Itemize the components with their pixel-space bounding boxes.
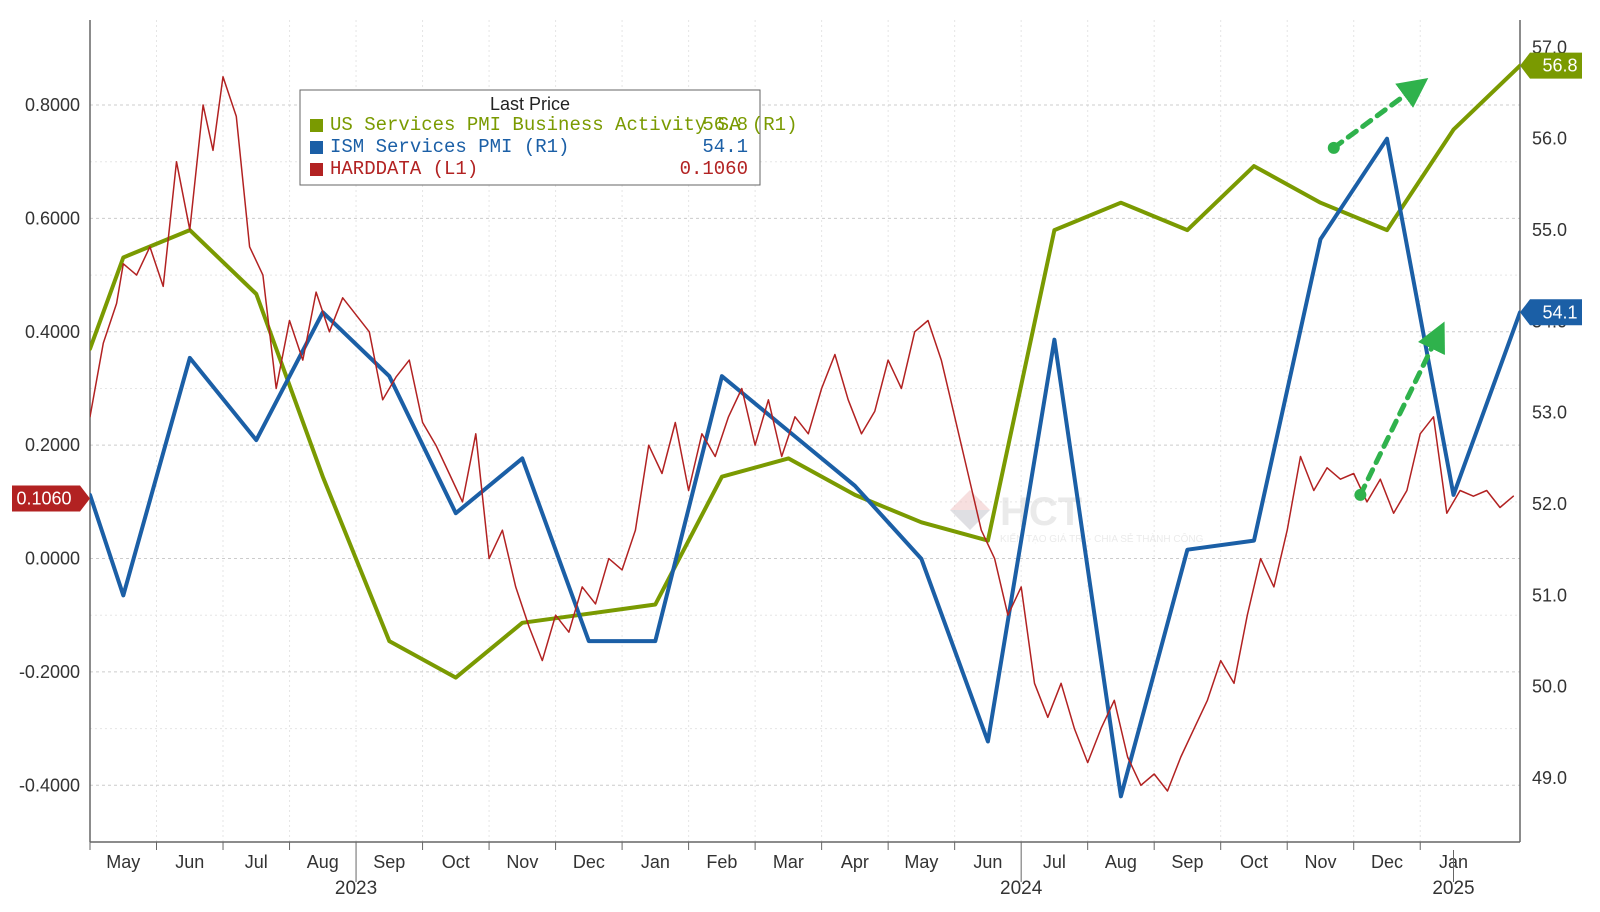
y-right-tick-label: 53.0 (1532, 403, 1567, 423)
x-tick-label: Jul (245, 852, 268, 872)
y-right-tick-label: 55.0 (1532, 220, 1567, 240)
x-tick-label: Oct (442, 852, 470, 872)
legend-marker (310, 119, 323, 132)
legend: Last PriceUS Services PMI Business Activ… (300, 90, 797, 185)
legend-value: 56.8 (702, 114, 748, 136)
y-right-tick-label: 49.0 (1532, 768, 1567, 788)
y-left-tick-label: -0.2000 (19, 662, 80, 682)
pmi-chart: May Jun Jul Aug Sep Oct Nov Dec Jan Feb Mar Apr May J… (0, 0, 1600, 912)
legend-value: 54.1 (702, 136, 748, 158)
y-right-tick-label: 50.0 (1532, 677, 1567, 697)
x-tick-label: Sep (1171, 852, 1203, 872)
x-tick-label: May (904, 852, 938, 872)
x-tick-label: Dec (573, 852, 605, 872)
x-year-label: 2025 (1432, 878, 1474, 899)
y-right-tick-label: 51.0 (1532, 585, 1567, 605)
x-tick-label: Nov (506, 852, 538, 872)
x-tick-label: Aug (307, 852, 339, 872)
x-tick-label: Sep (373, 852, 405, 872)
legend-label: ISM Services PMI (R1) (330, 136, 569, 158)
y-left-tick-label: 0.0000 (25, 549, 80, 569)
legend-marker (310, 163, 323, 176)
x-year-label: 2023 (335, 878, 377, 899)
svg-text:KIẾN TẠO GIÁ TRỊ - CHIA SẺ THÀ: KIẾN TẠO GIÁ TRỊ - CHIA SẺ THÀNH CÔNG (1000, 532, 1204, 545)
svg-text:HCT: HCT (1000, 490, 1082, 534)
legend-value: 0.1060 (680, 158, 748, 180)
y-right-tick-label: 56.0 (1532, 129, 1567, 149)
x-tick-label: Oct (1240, 852, 1268, 872)
value-badge-text: 56.8 (1542, 56, 1577, 76)
value-badge-text: 54.1 (1542, 302, 1577, 322)
y-left-tick-label: 0.6000 (25, 208, 80, 228)
x-tick-label: Jun (973, 852, 1002, 872)
x-tick-label: Apr (841, 852, 869, 872)
x-tick-label: Aug (1105, 852, 1137, 872)
x-tick-label: Jul (1043, 852, 1066, 872)
value-badge-text: 0.1060 (16, 488, 71, 508)
x-tick-label: Nov (1304, 852, 1336, 872)
legend-marker (310, 141, 323, 154)
x-tick-label: Dec (1371, 852, 1403, 872)
x-year-label: 2024 (1000, 878, 1043, 899)
y-left-tick-label: -0.4000 (19, 775, 80, 795)
x-tick-label: Jun (175, 852, 204, 872)
x-tick-label: Mar (773, 852, 804, 872)
y-right-tick-label: 52.0 (1532, 494, 1567, 514)
y-left-tick-label: 0.4000 (25, 322, 80, 342)
x-tick-label: Feb (706, 852, 737, 872)
x-tick-label: Jan (641, 852, 670, 872)
x-tick-label: May (106, 852, 140, 872)
y-left-tick-label: 0.2000 (25, 435, 80, 455)
legend-label: HARDDATA (L1) (330, 158, 478, 180)
y-left-tick-label: 0.8000 (25, 95, 80, 115)
legend-title: Last Price (490, 94, 570, 114)
